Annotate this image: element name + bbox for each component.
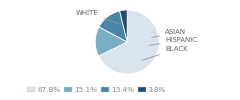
Text: BLACK: BLACK xyxy=(142,46,188,60)
Wedge shape xyxy=(99,11,127,42)
Legend: 67.8%, 15.1%, 13.4%, 3.8%: 67.8%, 15.1%, 13.4%, 3.8% xyxy=(24,84,169,96)
Wedge shape xyxy=(95,27,127,56)
Wedge shape xyxy=(98,10,159,74)
Text: WHITE: WHITE xyxy=(76,10,119,24)
Text: HISPANIC: HISPANIC xyxy=(149,37,197,45)
Wedge shape xyxy=(120,10,127,42)
Text: ASIAN: ASIAN xyxy=(152,29,186,38)
